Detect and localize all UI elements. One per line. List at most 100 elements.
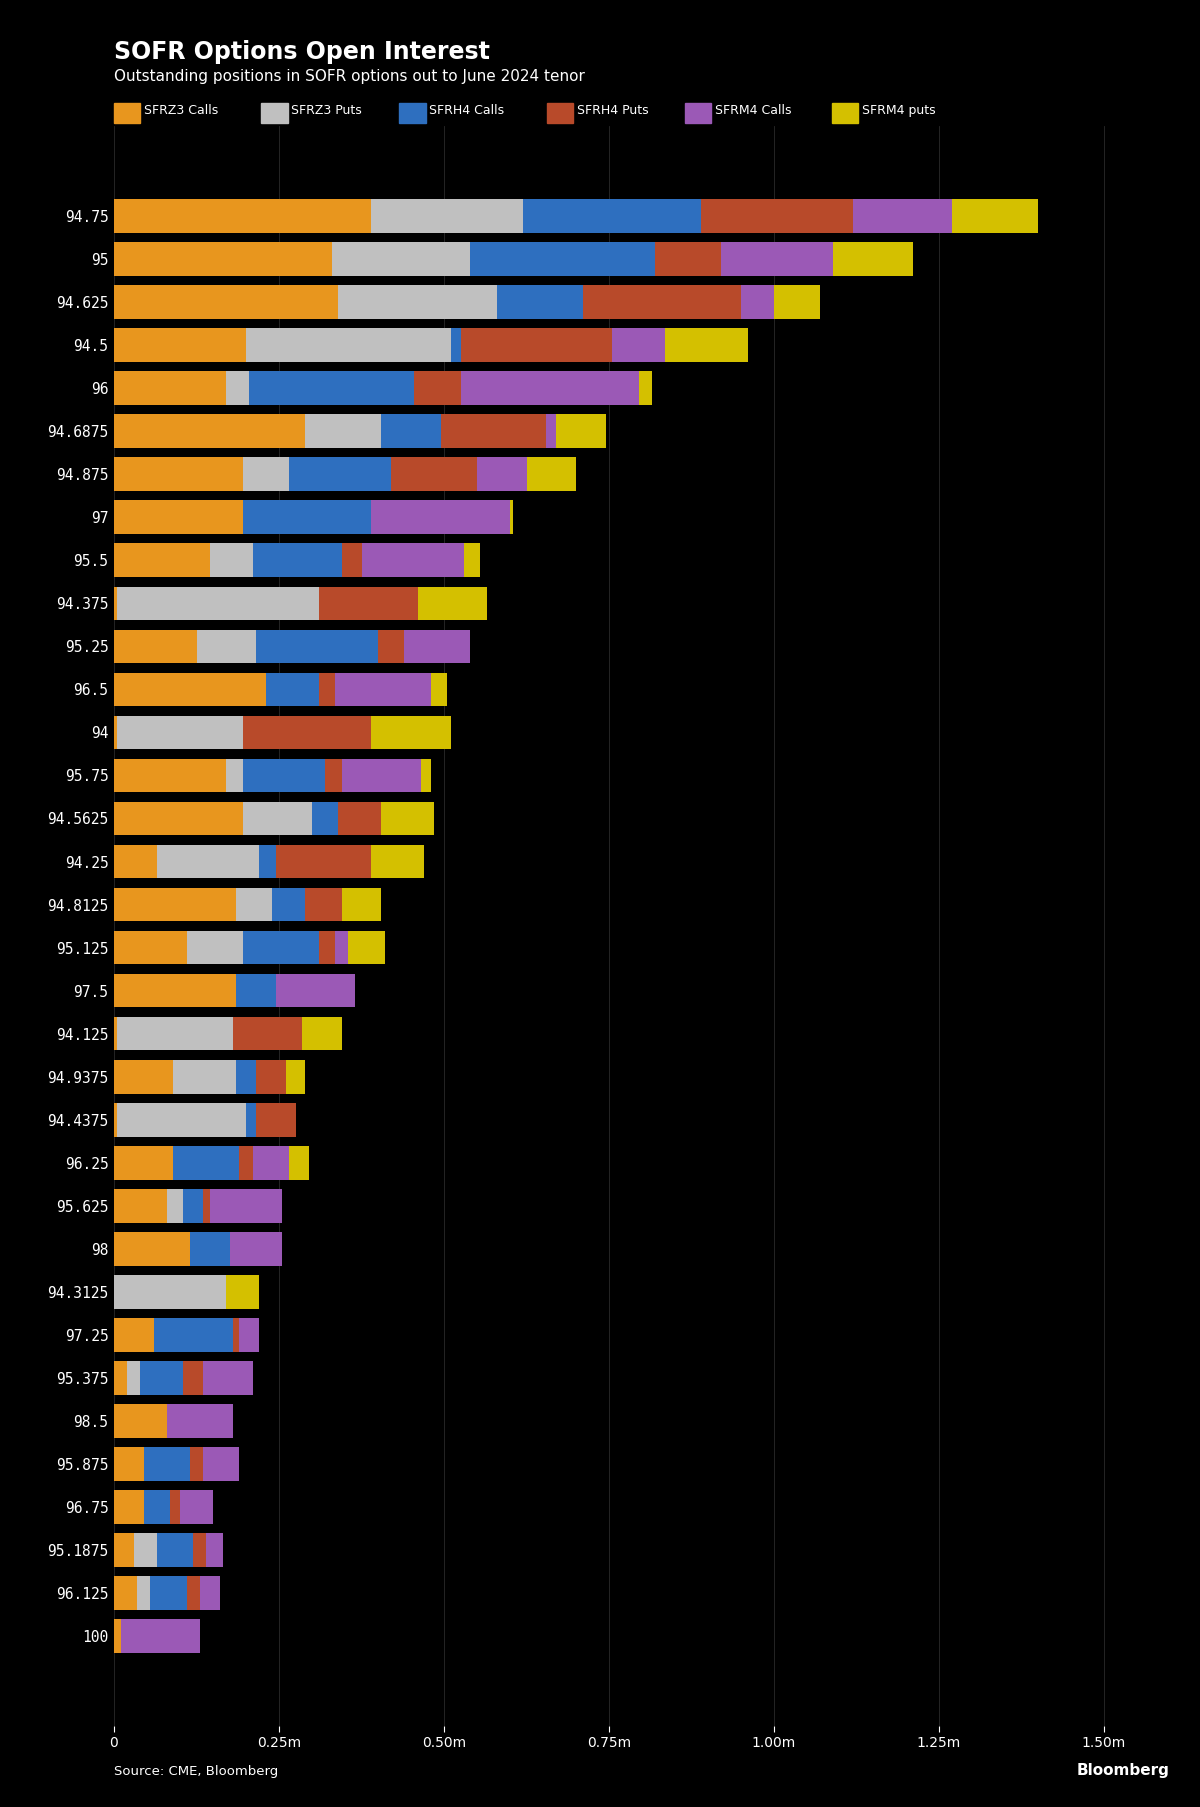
Bar [180, 1491, 214, 1523]
Bar [203, 1361, 253, 1395]
Bar [114, 759, 227, 791]
Bar [342, 887, 382, 922]
Bar [612, 329, 665, 361]
Bar [655, 242, 721, 276]
Bar [421, 759, 431, 791]
Bar [470, 242, 655, 276]
Bar [140, 1361, 184, 1395]
Bar [242, 457, 289, 492]
Bar [114, 1017, 118, 1050]
Bar [167, 1189, 184, 1223]
Bar [372, 501, 510, 535]
Bar [256, 629, 378, 663]
Bar [527, 457, 576, 492]
Bar [233, 1017, 302, 1050]
Bar [451, 329, 461, 361]
Bar [114, 286, 338, 318]
Bar [276, 844, 372, 878]
Bar [114, 370, 227, 405]
Bar [404, 629, 470, 663]
Bar [203, 1189, 210, 1223]
Bar [114, 1361, 127, 1395]
Bar [242, 716, 372, 750]
Bar [199, 1576, 220, 1610]
Bar [414, 370, 461, 405]
Bar [187, 931, 242, 965]
Bar [144, 1447, 190, 1482]
Bar [114, 1146, 174, 1180]
Bar [721, 242, 834, 276]
Bar [242, 802, 312, 835]
Bar [461, 370, 638, 405]
Bar [250, 370, 414, 405]
Bar [332, 242, 470, 276]
Bar [378, 629, 404, 663]
Bar [774, 286, 821, 318]
Bar [418, 587, 487, 620]
Bar [157, 1534, 193, 1567]
Bar [227, 370, 250, 405]
Bar [150, 1576, 187, 1610]
Bar [236, 887, 272, 922]
Bar [174, 1146, 240, 1180]
Bar [638, 370, 652, 405]
Bar [461, 329, 612, 361]
Text: SFRM4 Calls: SFRM4 Calls [715, 103, 791, 117]
Bar [240, 1317, 259, 1352]
Bar [118, 716, 242, 750]
Text: SFRH4 Calls: SFRH4 Calls [430, 103, 504, 117]
Bar [557, 414, 606, 448]
Bar [118, 1102, 246, 1137]
Bar [210, 544, 253, 576]
Bar [289, 457, 391, 492]
Bar [114, 931, 187, 965]
Text: SOFR Options Open Interest: SOFR Options Open Interest [114, 40, 490, 63]
Bar [240, 1146, 253, 1180]
Bar [523, 199, 702, 233]
Bar [342, 544, 361, 576]
Bar [114, 501, 242, 535]
Bar [834, 242, 913, 276]
Bar [120, 1619, 199, 1653]
Bar [114, 1619, 120, 1653]
Bar [114, 1102, 118, 1137]
Bar [229, 1232, 282, 1265]
Bar [253, 544, 342, 576]
Bar [431, 672, 448, 707]
Bar [167, 1404, 233, 1438]
Bar [190, 1232, 229, 1265]
Bar [272, 887, 306, 922]
Bar [193, 1534, 206, 1567]
Bar [319, 672, 335, 707]
Bar [372, 199, 523, 233]
Bar [256, 1102, 295, 1137]
Bar [134, 1534, 157, 1567]
Bar [114, 242, 332, 276]
Bar [114, 1232, 190, 1265]
Bar [742, 286, 774, 318]
Bar [382, 802, 434, 835]
Bar [190, 1447, 203, 1482]
Bar [372, 716, 451, 750]
Bar [246, 329, 451, 361]
Bar [170, 1491, 180, 1523]
Bar [372, 844, 425, 878]
Bar [440, 414, 546, 448]
Bar [335, 672, 431, 707]
Bar [361, 544, 463, 576]
Bar [510, 501, 514, 535]
Text: Bloomberg: Bloomberg [1078, 1764, 1170, 1778]
Bar [127, 1361, 140, 1395]
Bar [114, 716, 118, 750]
Bar [302, 1017, 342, 1050]
Bar [174, 1061, 236, 1093]
Bar [114, 587, 118, 620]
Bar [464, 544, 480, 576]
Bar [114, 629, 197, 663]
Bar [187, 1576, 199, 1610]
Bar [338, 802, 382, 835]
Bar [382, 414, 440, 448]
Bar [348, 931, 385, 965]
Bar [338, 286, 497, 318]
Bar [114, 1576, 137, 1610]
